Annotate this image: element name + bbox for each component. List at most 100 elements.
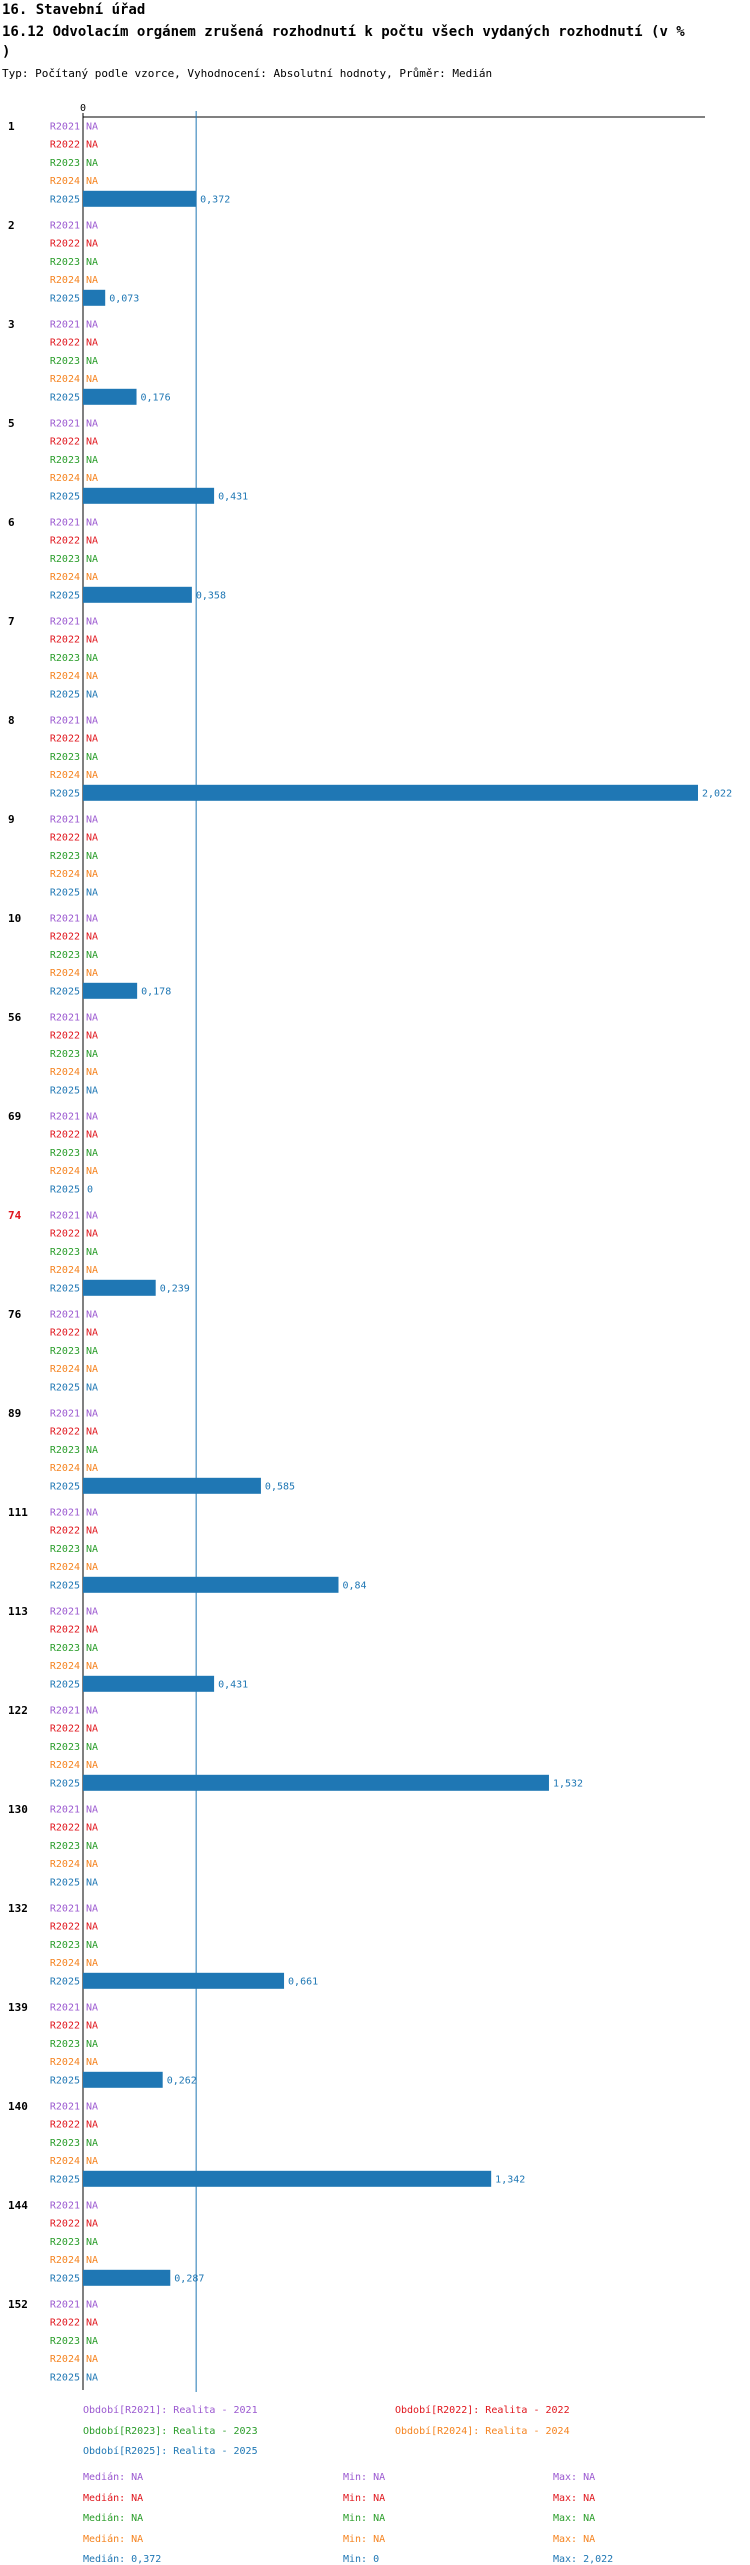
category-label: 113: [8, 1605, 28, 1618]
category-label: 130: [8, 1803, 28, 1816]
na-label: NA: [86, 1067, 98, 1078]
na-label: NA: [86, 689, 98, 700]
legend-stat-max: Max: NA: [553, 2492, 596, 2504]
bar: [83, 2170, 492, 2187]
category-label: 111: [8, 1506, 28, 1519]
series-label: R2023: [50, 653, 80, 664]
na-label: NA: [86, 2120, 98, 2131]
series-label: R2023: [50, 1841, 80, 1852]
na-label: NA: [86, 752, 98, 763]
series-label: R2021: [50, 221, 80, 232]
series-label: R2025: [50, 392, 80, 403]
na-label: NA: [86, 140, 98, 151]
series-label: R2021: [50, 2300, 80, 2311]
data-label: 0,372: [200, 194, 230, 205]
series-label: R2021: [50, 419, 80, 430]
na-label: NA: [86, 1760, 98, 1771]
na-label: NA: [86, 1148, 98, 1159]
series-label: R2024: [50, 1661, 80, 1672]
na-label: NA: [86, 320, 98, 331]
data-label: 0,239: [160, 1283, 190, 1294]
series-label: R2023: [50, 1643, 80, 1654]
series-label: R2025: [50, 689, 80, 700]
na-label: NA: [86, 2354, 98, 2365]
series-label: R2021: [50, 122, 80, 133]
na-label: NA: [86, 1562, 98, 1573]
series-label: R2025: [50, 1283, 80, 1294]
data-label: 0,431: [218, 491, 248, 502]
series-label: R2022: [50, 1427, 80, 1438]
series-label: R2025: [50, 1580, 80, 1591]
na-label: NA: [86, 1130, 98, 1141]
legend-stat-min: Min: NA: [343, 2513, 386, 2524]
series-label: R2023: [50, 2138, 80, 2149]
na-label: NA: [86, 1211, 98, 1222]
na-label: NA: [86, 1607, 98, 1618]
na-label: NA: [86, 1346, 98, 1357]
legend-stat-min: Min: NA: [343, 2533, 386, 2545]
series-label: R2025: [50, 590, 80, 601]
series-label: R2023: [50, 2237, 80, 2248]
na-label: NA: [86, 221, 98, 232]
series-label: R2024: [50, 968, 80, 979]
series-label: R2025: [50, 2075, 80, 2086]
na-label: NA: [86, 1922, 98, 1933]
series-label: R2021: [50, 1904, 80, 1915]
bar: [83, 487, 215, 504]
legend-stat-max: Max: 2,022: [553, 2554, 614, 2565]
series-label: R2021: [50, 1805, 80, 1816]
series-label: R2022: [50, 1130, 80, 1141]
na-label: NA: [86, 1445, 98, 1456]
na-label: NA: [86, 2372, 98, 2383]
na-label: NA: [86, 1085, 98, 1096]
category-label: 132: [8, 1902, 28, 1915]
na-label: NA: [86, 653, 98, 664]
na-label: NA: [86, 2057, 98, 2068]
series-label: R2023: [50, 356, 80, 367]
series-label: R2022: [50, 2120, 80, 2131]
na-label: NA: [86, 1544, 98, 1555]
chart-title: 16.12 Odvolacím orgánem zrušená rozhodnu…: [2, 24, 685, 40]
na-label: NA: [86, 635, 98, 646]
na-label: NA: [86, 1328, 98, 1339]
na-label: NA: [86, 617, 98, 628]
category-label: 8: [8, 714, 15, 727]
data-label: 0,287: [174, 2273, 204, 2284]
series-label: R2021: [50, 2201, 80, 2212]
bar: [83, 289, 106, 306]
series-label: R2022: [50, 1526, 80, 1537]
na-label: NA: [86, 1940, 98, 1951]
series-label: R2025: [50, 986, 80, 997]
legend-stat-median: Medián: 0,372: [83, 2554, 162, 2565]
series-label: R2023: [50, 554, 80, 565]
na-label: NA: [86, 1427, 98, 1438]
series-label: R2024: [50, 2354, 80, 2365]
na-label: NA: [86, 2039, 98, 2050]
series-label: R2024: [50, 1067, 80, 1078]
bar-chart: 0 1 R2021 NA R2022 NA R2023 NA R2024 NA R2025 0,372…: [8, 103, 732, 2392]
series-label: R2021: [50, 1607, 80, 1618]
na-label: NA: [86, 1904, 98, 1915]
na-label: NA: [86, 1409, 98, 1420]
category-label: 5: [8, 417, 15, 430]
data-label: 0,358: [196, 590, 226, 601]
series-label: R2025: [50, 2372, 80, 2383]
na-label: NA: [86, 1841, 98, 1852]
bar: [83, 2269, 171, 2286]
series-label: R2022: [50, 1328, 80, 1339]
series-label: R2024: [50, 1859, 80, 1870]
legend-stat-max: Max: NA: [553, 2533, 596, 2545]
series-label: R2023: [50, 950, 80, 961]
legend-stat-max: Max: NA: [553, 2472, 596, 2483]
legend-stat-min: Min: NA: [343, 2492, 386, 2504]
na-label: NA: [86, 122, 98, 133]
na-label: NA: [86, 1031, 98, 1042]
series-label: R2023: [50, 2336, 80, 2347]
series-label: R2025: [50, 1679, 80, 1690]
series-label: R2023: [50, 1148, 80, 1159]
series-label: R2022: [50, 833, 80, 844]
series-label: R2022: [50, 239, 80, 250]
na-label: NA: [86, 2003, 98, 2014]
data-label: 0,84: [342, 1580, 366, 1591]
na-label: NA: [86, 2336, 98, 2347]
